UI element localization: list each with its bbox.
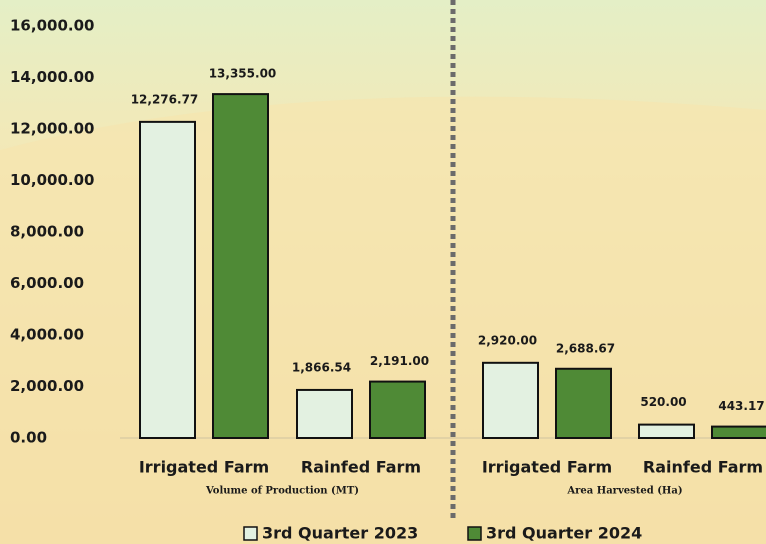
bar [556,369,611,438]
value-label: 2,191.00 [370,354,429,368]
y-tick-label: 12,000.00 [10,120,94,138]
y-tick-label: 10,000.00 [10,171,94,189]
y-tick-label: 4,000.00 [10,326,84,344]
background-hill [0,97,766,544]
chart: 0.00 2,000.00 4,000.00 6,000.00 8,000.00 10,0… [0,0,766,544]
bar [639,425,694,438]
y-tick-label: 8,000.00 [10,223,84,241]
x-tick-label: Rainfed Farm [301,458,421,477]
y-tick-label: 2,000.00 [10,377,84,395]
bar [140,122,195,438]
y-tick-label: 14,000.00 [10,68,94,86]
group-label: Volume of Production (MT) [205,486,359,497]
legend-swatch [244,527,257,540]
legend-label: 3rd Quarter 2024 [486,524,642,543]
bar [712,427,766,438]
y-tick-label: 16,000.00 [10,17,94,35]
value-label: 12,276.77 [131,92,199,106]
value-label: 2,920.00 [478,333,537,347]
bar [370,382,425,438]
y-tick-label: 0.00 [10,429,47,447]
x-tick-label: Irrigated Farm [139,458,269,477]
value-label: 13,355.00 [209,67,277,81]
value-label: 520.00 [640,395,686,409]
bar [213,94,268,438]
y-tick-label: 6,000.00 [10,274,84,292]
bar [297,390,352,438]
legend-swatch [468,527,481,540]
bar [483,363,538,438]
group-label: Area Harvested (Ha) [566,486,682,497]
x-tick-label: Irrigated Farm [482,458,612,477]
x-tick-label: Rainfed Farm [643,458,763,477]
value-label: 443.17 [718,399,764,413]
value-label: 1,866.54 [292,360,351,374]
legend-label: 3rd Quarter 2023 [262,524,418,543]
value-label: 2,688.67 [556,341,615,355]
